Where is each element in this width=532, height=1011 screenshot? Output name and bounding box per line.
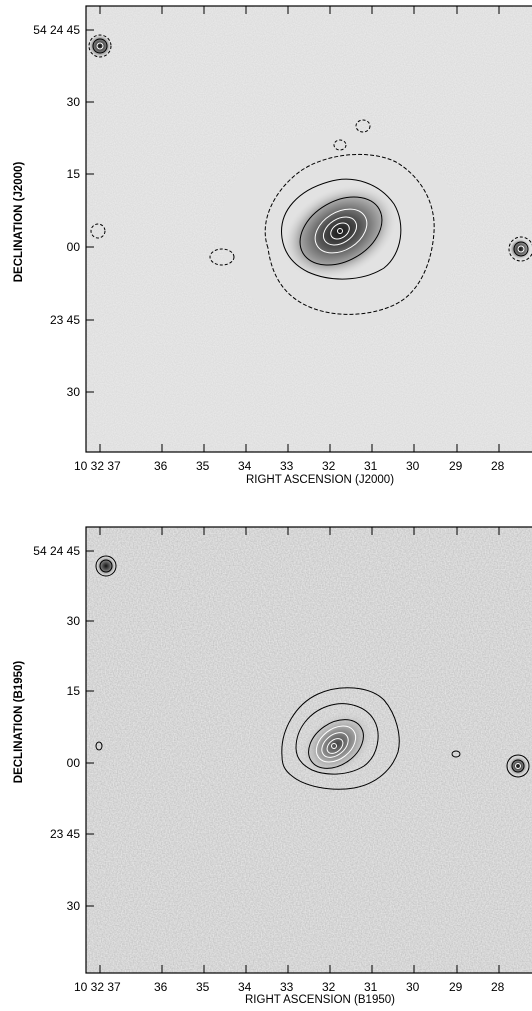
bottom-xtick-3: 34 (238, 980, 252, 994)
panel-bottom: 10 32 37 36 35 34 33 32 31 30 29 28 54 2… (13, 526, 532, 1006)
top-star-2-contour-2 (513, 241, 529, 257)
top-galaxy-contour-7 (337, 228, 343, 234)
bottom-ytick-4: 23 45 (50, 827, 80, 841)
bottom-galaxy-contour-7 (331, 743, 337, 749)
top-star-2-contour-3 (517, 245, 525, 253)
top-ytick-4: 23 45 (50, 313, 80, 327)
top-galaxy-contour-1 (264, 154, 435, 315)
bottom-galaxy-core (298, 709, 376, 779)
bottom-ytick-3: 00 (67, 756, 81, 770)
top-galaxy-contour-2 (281, 178, 402, 280)
bottom-galaxy-contour-5 (321, 732, 349, 758)
top-ytick-5: 30 (67, 385, 81, 399)
bottom-xlabel: RIGHT ASCENSION (B1950) (245, 994, 395, 1006)
top-source-left (209, 248, 235, 266)
top-xtick-7: 30 (406, 459, 420, 473)
bottom-star-2-contour-1 (506, 754, 530, 778)
bottom-star-1 (96, 556, 116, 576)
top-xtick-8: 29 (449, 459, 463, 473)
top-galaxy-contour-6 (330, 222, 350, 240)
bottom-star-2-contour-3 (515, 763, 521, 769)
bottom-star-2-contour-2 (511, 759, 525, 773)
bottom-star-1-contour-1 (95, 555, 117, 577)
top-source-edge (90, 223, 106, 239)
top-star-1-contour-1 (88, 34, 112, 58)
bottom-xtick-2: 35 (196, 980, 210, 994)
bottom-ytick-2: 15 (67, 684, 81, 698)
top-galaxy-contour-3 (299, 196, 383, 266)
top-xtick-6: 31 (364, 459, 378, 473)
bottom-xtick-9: 28 (491, 980, 505, 994)
panel-top: 10 32 37 36 35 34 33 32 31 30 29 28 54 2… (13, 5, 532, 486)
bottom-plot-frame (85, 526, 532, 974)
top-galaxy-core (281, 183, 399, 281)
top-galaxy-contour-4 (314, 208, 368, 254)
bottom-xtick-4: 33 (280, 980, 294, 994)
bottom-xtick-8: 29 (449, 980, 463, 994)
top-island-1 (355, 119, 371, 133)
top-xtick-3: 34 (238, 459, 252, 473)
top-xtick-0: 10 32 37 (74, 459, 121, 473)
bottom-xtick-5: 32 (322, 980, 336, 994)
bottom-galaxy-contour-1 (281, 687, 400, 790)
top-ytick-0: 54 24 45 (33, 23, 80, 37)
bottom-galaxy-contour-3 (308, 719, 364, 769)
bottom-source-right (451, 750, 461, 758)
bottom-ytick-1: 30 (67, 614, 81, 628)
top-star-1-contour-2 (92, 38, 108, 54)
bottom-galaxy-contour-2 (295, 703, 379, 775)
bottom-ytick-5: 30 (67, 899, 81, 913)
bottom-source-edge (95, 741, 103, 751)
bottom-ticks (86, 527, 500, 973)
bottom-xtick-7: 30 (406, 980, 420, 994)
top-star-1 (88, 34, 112, 58)
bottom-ylabel: DECLINATION (B1950) (13, 661, 25, 784)
top-star-1-contour-3 (96, 42, 104, 50)
top-ytick-2: 15 (67, 167, 81, 181)
bottom-galaxy-contour-4 (315, 725, 357, 763)
top-xtick-4: 33 (280, 459, 294, 473)
bottom-xtick-0: 10 32 37 (74, 980, 121, 994)
top-galaxy-contour-5 (322, 216, 358, 246)
top-ytick-1: 30 (67, 95, 81, 109)
top-ytick-3: 00 (67, 240, 81, 254)
bottom-star-2 (508, 756, 528, 776)
bottom-star-1-contour-2 (99, 559, 113, 573)
top-xtick-9: 28 (491, 459, 505, 473)
top-xtick-5: 32 (322, 459, 336, 473)
bottom-xtick-1: 36 (154, 980, 168, 994)
top-xlabel: RIGHT ASCENSION (J2000) (246, 474, 394, 486)
bottom-galaxy-contour-6 (326, 738, 344, 754)
top-ticks (86, 6, 500, 452)
bottom-ytick-0: 54 24 45 (33, 544, 80, 558)
top-plot-frame (85, 5, 532, 453)
bottom-xtick-6: 31 (364, 980, 378, 994)
top-ylabel: DECLINATION (J2000) (13, 162, 25, 283)
top-star-2-contour-1 (508, 236, 532, 262)
top-xtick-1: 36 (154, 459, 168, 473)
top-xtick-2: 35 (196, 459, 210, 473)
top-island-2 (333, 139, 347, 151)
